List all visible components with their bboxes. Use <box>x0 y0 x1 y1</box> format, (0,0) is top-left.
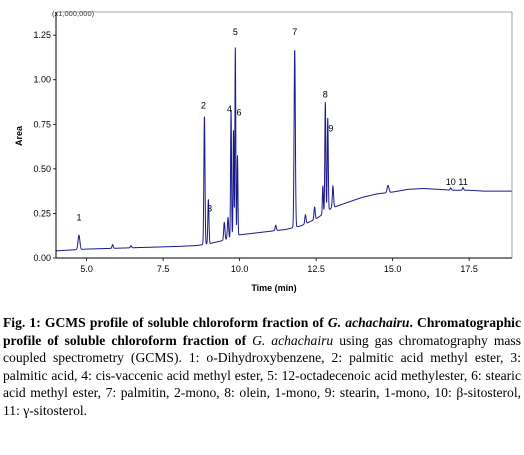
x-tick-label: 7.5 <box>157 264 170 274</box>
figure-title: GCMS profile of soluble chloroform fract… <box>3 315 521 348</box>
caption-body: using gas chromatography mass coupled sp… <box>3 332 522 418</box>
y-multiplier-label: (x1,000,000) <box>52 9 95 18</box>
x-tick-label: 10.0 <box>231 264 249 274</box>
y-tick-label: 1.25 <box>33 30 51 40</box>
peak-label-1: 1 <box>76 213 81 223</box>
y-tick-label: 0.25 <box>33 208 51 218</box>
peak-label-4: 4 <box>227 104 232 114</box>
chromatogram-trace <box>55 47 512 252</box>
peak-label-6: 6 <box>237 107 242 117</box>
peak-label-2: 2 <box>201 100 206 110</box>
peak-label-11: 11 <box>458 177 467 187</box>
chromatogram-line <box>55 47 512 252</box>
plot-frame <box>55 11 513 259</box>
axis-ticks: 0.000.250.500.751.001.255.0 7.5 10.0 12.5 15… <box>33 30 477 274</box>
y-tick-label: 1.00 <box>33 75 51 85</box>
peak-label-8: 8 <box>323 90 328 100</box>
x-tick-label: 5.0 <box>80 264 93 274</box>
peak-label-5: 5 <box>233 27 238 37</box>
figure-number: Fig. 1: <box>3 315 41 330</box>
y-tick-label: 0.75 <box>33 119 51 129</box>
species-name: G. achachairu <box>252 332 334 348</box>
chromatogram-chart: (x1,000,000) Area Time (min) 0.00 0.25 0.5… <box>14 9 513 293</box>
peak-label-7: 7 <box>292 27 297 37</box>
y-tick-label: 0.50 <box>33 164 51 174</box>
y-tick-label: 0.00 <box>33 253 51 263</box>
x-axis-label: Time (min) <box>251 283 296 293</box>
x-tick-label: 15.0 <box>384 264 402 274</box>
peak-label-10: 10 <box>446 177 456 187</box>
figure-caption: Fig. 1: GCMS profile of soluble chlorofo… <box>3 314 521 420</box>
peak-label-9: 9 <box>328 123 333 133</box>
x-tick-label: 12.5 <box>307 264 325 274</box>
y-axis-label: Area <box>14 125 24 146</box>
x-tick-label: 17.5 <box>460 264 478 274</box>
peak-label-3: 3 <box>207 204 212 214</box>
peak-labels: 1 2 3 4 5 6 7 8 9 10 11 <box>76 27 467 222</box>
